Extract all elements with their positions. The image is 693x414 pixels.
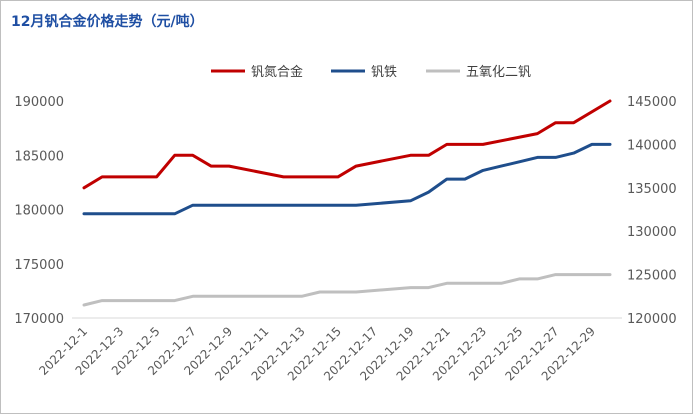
right-y-tick-label: 145000: [627, 95, 677, 110]
series-lines: [82, 99, 612, 307]
chart-title: 12月钒合金价格走势（元/吨）: [11, 14, 204, 30]
legend: 钒氮合金 钒铁 五氧化二钒: [211, 64, 531, 80]
series-line: [82, 142, 612, 216]
legend-label: 钒铁: [371, 65, 397, 80]
left-y-tick-label: 170000: [14, 312, 64, 327]
right-y-tick-label: 125000: [627, 269, 677, 284]
legend-label: 五氧化二钒: [466, 65, 531, 80]
series-line: [82, 99, 612, 190]
right-y-axis: 120000 125000 130000 135000 140000 145000: [627, 95, 677, 327]
left-y-axis: 170000 175000 180000 185000 190000: [14, 95, 64, 327]
legend-label: 钒氮合金: [251, 64, 303, 80]
right-y-tick-label: 140000: [627, 138, 677, 153]
left-y-tick-label: 180000: [14, 204, 64, 219]
left-y-tick-label: 175000: [14, 258, 64, 273]
right-y-tick-label: 135000: [627, 182, 677, 197]
left-y-tick-label: 185000: [14, 149, 64, 164]
left-y-tick-label: 190000: [14, 95, 64, 110]
series-line: [82, 273, 612, 307]
x-axis: 2022-12-12022-12-32022-12-52022-12-72022…: [36, 317, 622, 383]
right-y-tick-label: 130000: [627, 225, 677, 240]
right-y-tick-label: 120000: [627, 312, 677, 327]
